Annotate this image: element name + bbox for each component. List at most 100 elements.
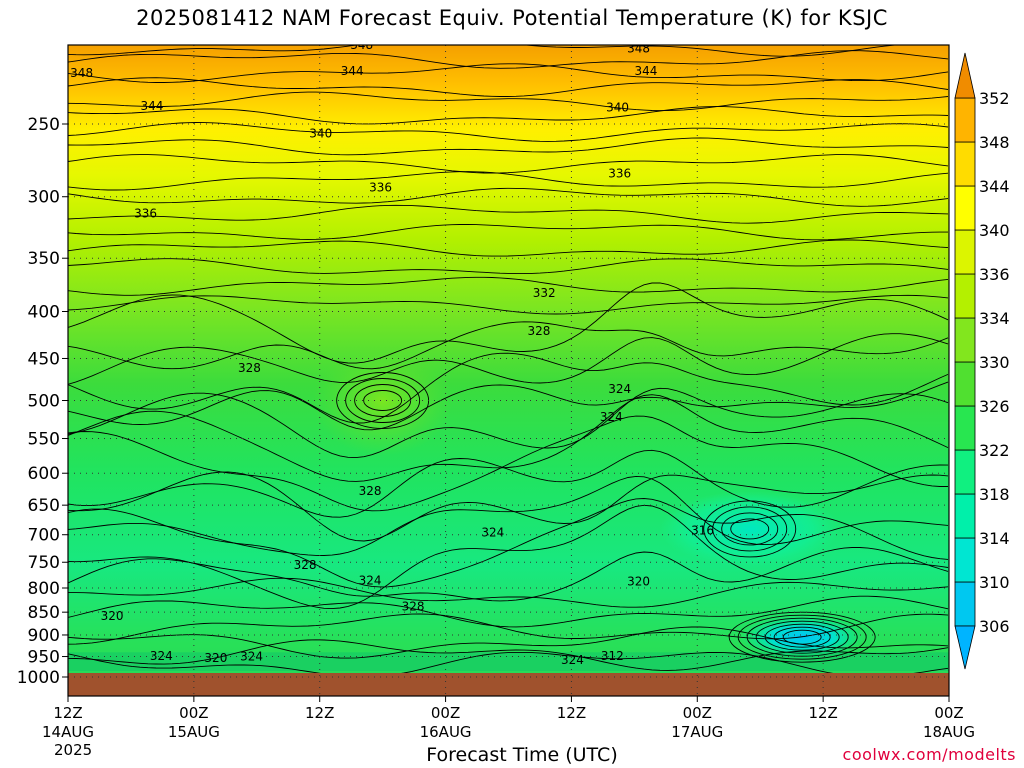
contour-line: [68, 352, 949, 424]
contour-line: [68, 25, 948, 43]
contour-line: [68, 577, 949, 608]
field-fill: [68, 45, 949, 696]
contour-line: [68, 45, 900, 57]
y-tick-label: 750: [28, 553, 60, 573]
colorbar-bin: [954, 141, 976, 187]
contour-line: [68, 276, 949, 296]
x-tick-date-label: 15AUG: [168, 723, 220, 741]
closed-contour: [755, 620, 849, 654]
contour-label: 336: [608, 166, 631, 180]
x-tick-label: 12Z: [808, 704, 837, 722]
contour-label: 340: [309, 126, 332, 140]
colorbar-label: 344: [979, 177, 1010, 196]
contour-line: [68, 415, 948, 512]
contour-label: 336: [134, 207, 157, 221]
y-tick-label: 450: [28, 349, 60, 369]
contour-label: 324: [608, 382, 631, 396]
y-tick-label: 350: [28, 249, 60, 269]
colorbar-label: 310: [979, 573, 1010, 592]
grid-lines: [68, 45, 949, 696]
contour-labels: 348 348 348 344 344 344 340 340 336 336 336 332 328 3…: [70, 42, 714, 667]
contour-label: 328: [527, 324, 550, 338]
contour-line: [68, 187, 949, 207]
colorbar-label: 352: [979, 89, 1010, 108]
contour-line: [68, 282, 949, 364]
closed-contour: [728, 611, 876, 663]
watermark-link[interactable]: coolwx.com/modelts: [842, 745, 1016, 764]
contour-line: [68, 224, 948, 241]
contour-label: 344: [634, 64, 657, 78]
colorbar: 306 310 314 318 322 326 330 334 336 340 344 348 352: [954, 52, 1010, 670]
contour-label: 336: [369, 180, 392, 194]
below-ground-region: [68, 672, 949, 696]
closed-contour: [746, 617, 858, 657]
chart-title: 2025081412 NAM Forecast Equiv. Potential…: [136, 6, 888, 30]
x-tick-date-label: 17AUG: [671, 723, 723, 741]
colorbar-label: 318: [979, 485, 1010, 504]
y-tick-label: 800: [28, 579, 60, 599]
contour-label: 316: [691, 524, 714, 538]
x-tick-date-label: 14AUG: [42, 723, 94, 741]
colorbar-label: 334: [979, 309, 1010, 328]
colorbar-bin: [954, 405, 976, 451]
contour-label: 324: [240, 650, 263, 664]
closed-contour: [782, 629, 822, 645]
colorbar-label: 348: [979, 133, 1010, 152]
colorbar-label: 336: [979, 265, 1010, 284]
x-tick-label: 12Z: [53, 704, 82, 722]
contour-line: [68, 63, 949, 83]
colorbar-label: 322: [979, 441, 1010, 460]
colorbar-bin: [954, 317, 976, 363]
x-tick-label: 00Z: [431, 704, 460, 722]
y-tick-label: 650: [28, 496, 60, 516]
contour-line: [68, 321, 949, 370]
colorbar-extend-high: [954, 52, 976, 99]
closed-contour: [363, 390, 403, 411]
x-axis-label: Forecast Time (UTC): [426, 744, 618, 766]
contour-label: 324: [561, 653, 584, 667]
colorbar-label: 340: [979, 221, 1010, 240]
contour-line: [68, 651, 949, 678]
contour-label: 324: [600, 410, 623, 424]
contour-label: 340: [606, 101, 629, 115]
closed-contour: [703, 500, 797, 558]
contour-label: 320: [101, 609, 124, 623]
contour-line: [68, 475, 949, 556]
closed-contour: [345, 378, 421, 423]
colorbar-extend-low: [954, 625, 976, 670]
plot-frame: [67, 44, 950, 697]
contour-label: 328: [402, 599, 425, 613]
contour-lines: [68, 25, 949, 678]
x-tick-label: 12Z: [305, 704, 334, 722]
y-tick-label: 400: [28, 302, 60, 322]
contour-label: 312: [601, 649, 624, 663]
contour-label: 344: [140, 99, 163, 113]
colorbar-bin: [954, 97, 976, 143]
y-tick-label: 250: [28, 115, 60, 135]
contour-label: 348: [627, 42, 650, 56]
contour-line: [68, 154, 949, 174]
contour-line: [68, 50, 949, 69]
contour-line: [68, 449, 949, 518]
colorbar-bin: [954, 493, 976, 539]
contour-line: [68, 294, 949, 315]
contour-line: [68, 171, 949, 191]
contour-line: [68, 258, 949, 275]
contour-line: [68, 333, 949, 385]
closed-contour: [773, 626, 831, 648]
closed-contour: [712, 506, 788, 552]
colorbar-label: 330: [979, 353, 1010, 372]
contour-line: [68, 394, 949, 482]
contour-label: 328: [294, 558, 317, 572]
y-tick-label: 300: [28, 188, 60, 208]
contour-line: [68, 239, 949, 257]
contour-line: [68, 471, 949, 542]
contour-line: [68, 504, 949, 610]
y-axis: 250 300 350 400 450 500 550 600 650 700 750 800 850 9…: [17, 115, 68, 688]
y-tick-label: 1000: [17, 668, 60, 688]
closed-contour: [730, 518, 770, 540]
x-tick-date-label: 16AUG: [420, 723, 472, 741]
contour-label: 344: [341, 64, 364, 78]
